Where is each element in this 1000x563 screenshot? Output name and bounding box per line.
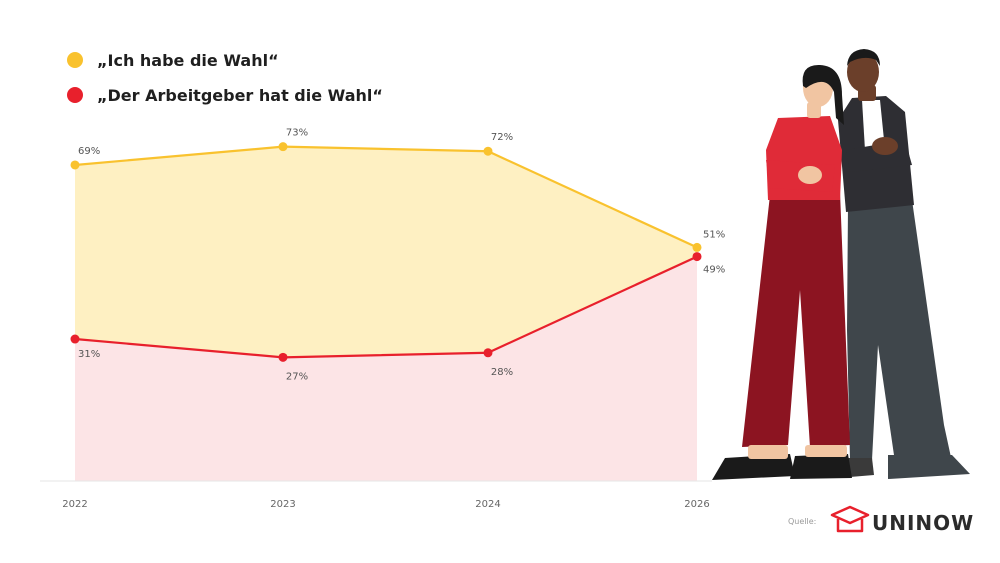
- woman-ankle-left: [748, 445, 788, 459]
- data-label-series-1-2024: 72%: [491, 132, 513, 143]
- man-hair: [847, 49, 880, 66]
- woman-shoe-right: [790, 454, 852, 479]
- series-line-series-2: [74, 255, 698, 359]
- woman-ankle-right: [805, 445, 847, 457]
- data-label-series-2-2022: 31%: [78, 349, 100, 360]
- data-point-series-1-2023: [278, 142, 288, 152]
- data-point-series-2-2024: [483, 348, 493, 358]
- man-head: [847, 52, 879, 92]
- data-label-series-2-2026: 49%: [703, 265, 725, 276]
- plot-area: 69%73% 72%51%31%27% 28%49% 2022 2023 2024 202…: [40, 128, 725, 510]
- data-point-series-2-2026: [692, 252, 702, 262]
- legend-marker-series-1: [67, 52, 83, 68]
- woman-shoe-left: [712, 454, 795, 480]
- source-label: Quelle:: [788, 517, 816, 526]
- uninow-logo-icon: [830, 505, 870, 533]
- man-pants: [847, 200, 952, 462]
- woman-hand: [798, 166, 822, 184]
- area-fill-series-1: [75, 146, 697, 358]
- brand-name: UNINOW: [872, 511, 974, 535]
- legend-marker-series-2: [67, 87, 83, 103]
- x-tick-label-2026: 2026: [684, 499, 709, 510]
- data-point-series-1-2024: [483, 146, 493, 156]
- woman-figure: [712, 64, 852, 480]
- woman-hair: [802, 64, 844, 125]
- data-label-series-2-2024: 28%: [491, 367, 513, 378]
- two-people-illustration: [712, 49, 970, 480]
- legend-label-series-1: „Ich habe die Wahl“: [97, 51, 279, 70]
- man-figure: [838, 49, 970, 479]
- data-point-series-1-2022: [70, 160, 80, 170]
- data-label-series-2-2023: 27%: [286, 371, 308, 382]
- legend-label-series-2: „Der Arbeitgeber hat die Wahl“: [97, 86, 383, 105]
- series-line-series-1: [74, 145, 698, 249]
- man-shirt: [862, 100, 885, 150]
- footer: Quelle: UNINOW: [788, 505, 974, 535]
- man-shoe-right: [888, 455, 970, 479]
- data-label-series-1-2026: 51%: [703, 229, 725, 240]
- area-fill-series-2: [75, 256, 697, 481]
- x-axis-ticks: 2022 2023 2024 2026: [62, 499, 709, 510]
- man-hand: [872, 137, 898, 155]
- data-point-series-2-2023: [278, 352, 288, 362]
- woman-pants: [742, 192, 850, 447]
- x-tick-label-2022: 2022: [62, 499, 87, 510]
- data-label-series-1-2022: 69%: [78, 146, 100, 157]
- legend: „Ich habe die Wahl“ „Der Arbeitgeber hat…: [67, 51, 383, 105]
- data-label-series-1-2023: 73%: [286, 128, 308, 139]
- data-point-series-1-2026: [692, 242, 702, 252]
- data-point-series-2-2022: [70, 334, 80, 344]
- x-tick-label-2024: 2024: [475, 499, 500, 510]
- x-tick-label-2023: 2023: [270, 499, 295, 510]
